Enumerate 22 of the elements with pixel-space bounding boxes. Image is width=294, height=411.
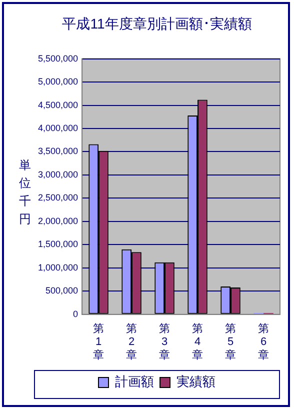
y-tick-label: 3,500,000 [38,146,78,156]
y-tick-label: 3,000,000 [38,169,78,180]
y-tick-label: 500,000 [45,286,78,296]
y-tick-label: 5,000,000 [38,76,78,87]
x-tick-label: 第3章 [159,323,170,362]
chart-title: 平成11年度章別計画額･実績額 [62,15,252,32]
x-tick-label: 第5章 [225,323,236,362]
y-tick-label: 2,500,000 [38,192,78,203]
x-tick-label: 第4章 [192,323,204,362]
x-tick-label: 第1章 [93,323,104,362]
y-tick-label: 1,000,000 [38,262,78,272]
y-tick-label: 4,500,000 [38,100,78,110]
y-tick-label: 0 [73,308,78,319]
x-tick-label: 第2章 [126,323,138,362]
y-tick-label: 1,500,000 [38,239,78,250]
y-axis-title: 単位千円 [18,158,32,228]
y-tick-label: 5,500,000 [38,53,78,64]
y-tick-label: 4,000,000 [38,122,78,133]
legend-label: 実績額 [176,374,216,390]
legend-label: 計画額 [115,374,154,390]
x-tick-label: 第6章 [258,323,270,362]
y-tick-label: 2,000,000 [38,216,78,226]
